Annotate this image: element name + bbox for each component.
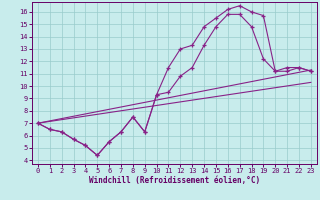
X-axis label: Windchill (Refroidissement éolien,°C): Windchill (Refroidissement éolien,°C) bbox=[89, 176, 260, 185]
